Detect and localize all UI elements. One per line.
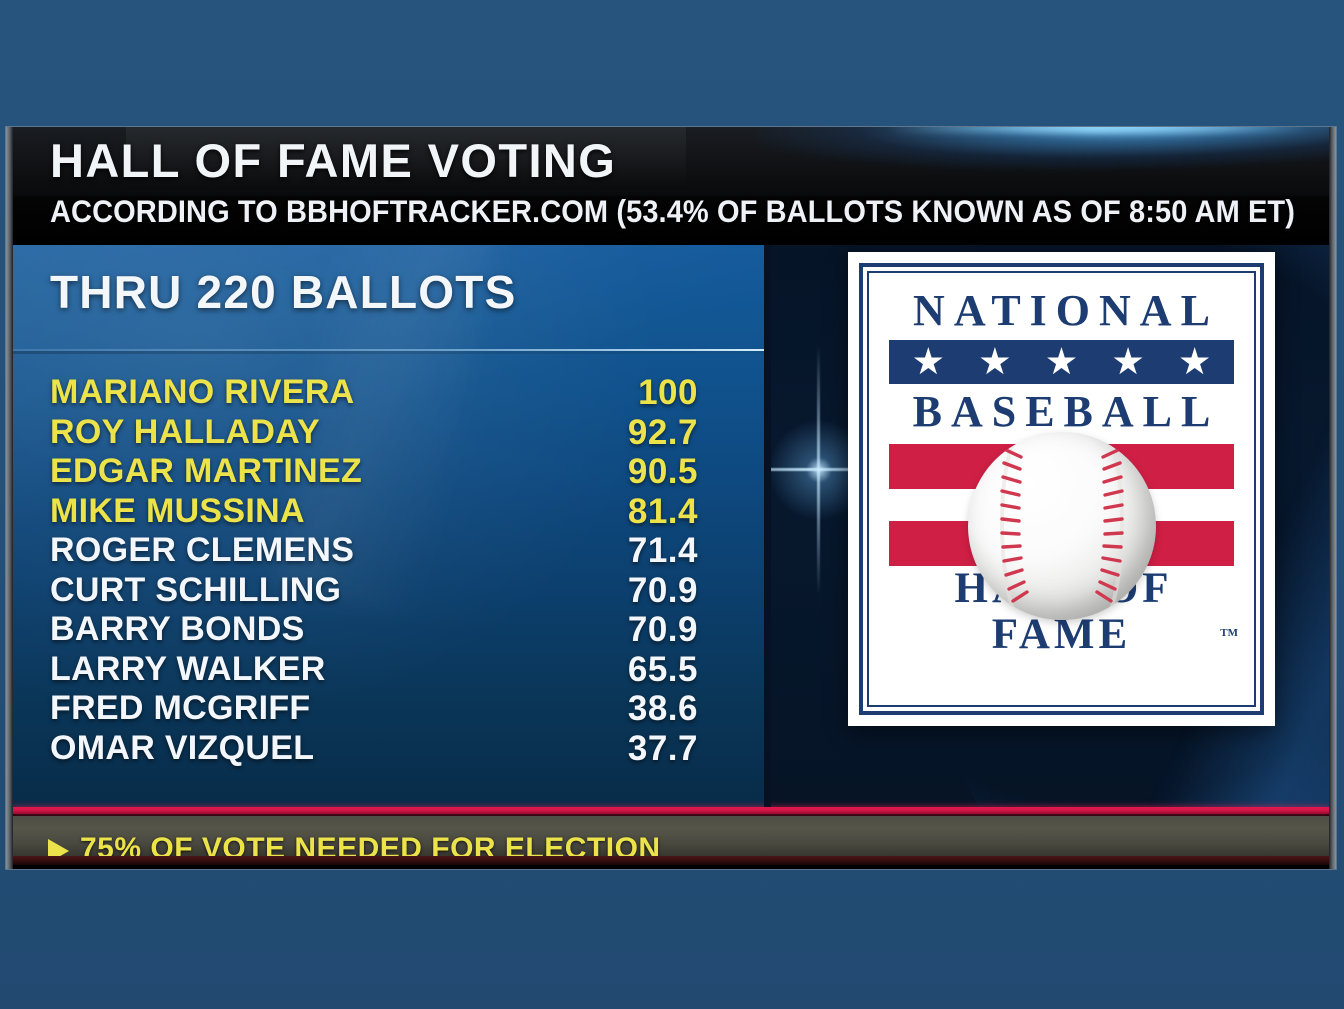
header-glow-icon xyxy=(754,127,1336,179)
baseball-icon xyxy=(967,432,1156,620)
logo-panel: NATIONAL BASEBALL xyxy=(770,245,1330,807)
table-row: LARRY WALKER 65.5 xyxy=(12,650,764,690)
vote-percentage: 92.7 xyxy=(627,412,698,452)
vote-percentage: 70.9 xyxy=(627,610,698,649)
player-name: EDGAR MARTINEZ xyxy=(50,452,363,490)
panel-heading: THRU 220 BALLOTS xyxy=(50,266,517,318)
logo-star-band xyxy=(889,340,1234,384)
lens-flare-vertical-icon xyxy=(817,345,820,595)
vote-percentage: 65.5 xyxy=(627,649,698,689)
vote-percentage: 38.6 xyxy=(627,689,698,728)
player-name: ROY HALLADAY xyxy=(50,412,320,451)
table-row: FRED MCGRIFF 38.6 xyxy=(12,689,764,729)
table-row: MIKE MUSSINA 81.4 xyxy=(12,492,764,532)
panel-divider xyxy=(12,349,764,351)
vote-percentage: 90.5 xyxy=(627,452,698,491)
table-row: BARRY BONDS 70.9 xyxy=(12,610,764,650)
player-name: CURT SCHILLING xyxy=(50,570,342,609)
header-subtitle: ACCORDING TO BBHOFTRACKER.COM (53.4% OF … xyxy=(50,195,1295,230)
footer-accent-line xyxy=(12,807,1330,814)
panel-divider-shadow xyxy=(12,351,764,354)
voting-results-list: MARIANO RIVERA 100 ROY HALLADAY 92.7 EDGAR M… xyxy=(12,373,764,768)
vote-percentage: 37.7 xyxy=(627,728,698,768)
player-name: MIKE MUSSINA xyxy=(50,491,305,530)
logo-text-baseball: BASEBALL xyxy=(912,387,1220,436)
logo-stripes xyxy=(889,432,1234,620)
star-icon xyxy=(1113,347,1143,375)
table-row: ROGER CLEMENS 71.4 xyxy=(12,531,764,571)
player-name: ROGER CLEMENS xyxy=(50,531,355,569)
vote-percentage: 81.4 xyxy=(627,491,698,531)
header-sheen xyxy=(126,127,686,189)
hall-of-fame-logo: NATIONAL BASEBALL xyxy=(848,252,1275,726)
graphic-body: THRU 220 BALLOTS MARIANO RIVERA 100 ROY HA… xyxy=(6,245,1336,807)
table-row: CURT SCHILLING 70.9 xyxy=(12,571,764,611)
logo-content: NATIONAL BASEBALL xyxy=(889,286,1238,693)
star-icon xyxy=(980,347,1010,375)
logo-outer-border: NATIONAL BASEBALL xyxy=(859,263,1264,715)
player-name: BARRY BONDS xyxy=(50,610,305,648)
panel-separator xyxy=(764,245,771,807)
header-glow-streak-icon xyxy=(886,127,1306,133)
player-name: MARIANO RIVERA xyxy=(50,373,355,411)
trademark-icon: TM xyxy=(1220,627,1238,639)
table-row: OMAR VIZQUEL 37.7 xyxy=(12,729,764,769)
vote-percentage: 100 xyxy=(638,373,698,412)
player-name: OMAR VIZQUEL xyxy=(50,728,315,767)
star-icon xyxy=(913,347,943,375)
vote-percentage: 71.4 xyxy=(627,531,698,570)
table-row: EDGAR MARTINEZ 90.5 xyxy=(12,452,764,492)
table-row: ROY HALLADAY 92.7 xyxy=(12,413,764,453)
footer-underline xyxy=(12,856,1330,865)
vote-percentage: 70.9 xyxy=(627,570,698,610)
logo-text-national: NATIONAL xyxy=(913,286,1219,335)
star-icon xyxy=(1047,347,1076,375)
panel-vignette xyxy=(12,245,764,807)
graphic-footer: 75% OF VOTE NEEDED FOR ELECTION xyxy=(6,807,1336,869)
footer-bar: 75% OF VOTE NEEDED FOR ELECTION xyxy=(12,816,1330,865)
logo-inner-border: NATIONAL BASEBALL xyxy=(867,271,1256,707)
star-icon xyxy=(1180,347,1210,375)
table-row: MARIANO RIVERA 100 xyxy=(12,373,764,413)
page-title: HALL OF FAME VOTING xyxy=(50,134,617,187)
graphic-header: HALL OF FAME VOTING ACCORDING TO BBHOFTR… xyxy=(6,127,1336,245)
voting-results-panel: THRU 220 BALLOTS MARIANO RIVERA 100 ROY HA… xyxy=(12,245,764,807)
player-name: LARRY WALKER xyxy=(50,649,326,688)
player-name: FRED MCGRIFF xyxy=(50,689,311,727)
hall-of-fame-voting-graphic: HALL OF FAME VOTING ACCORDING TO BBHOFTR… xyxy=(6,127,1336,869)
